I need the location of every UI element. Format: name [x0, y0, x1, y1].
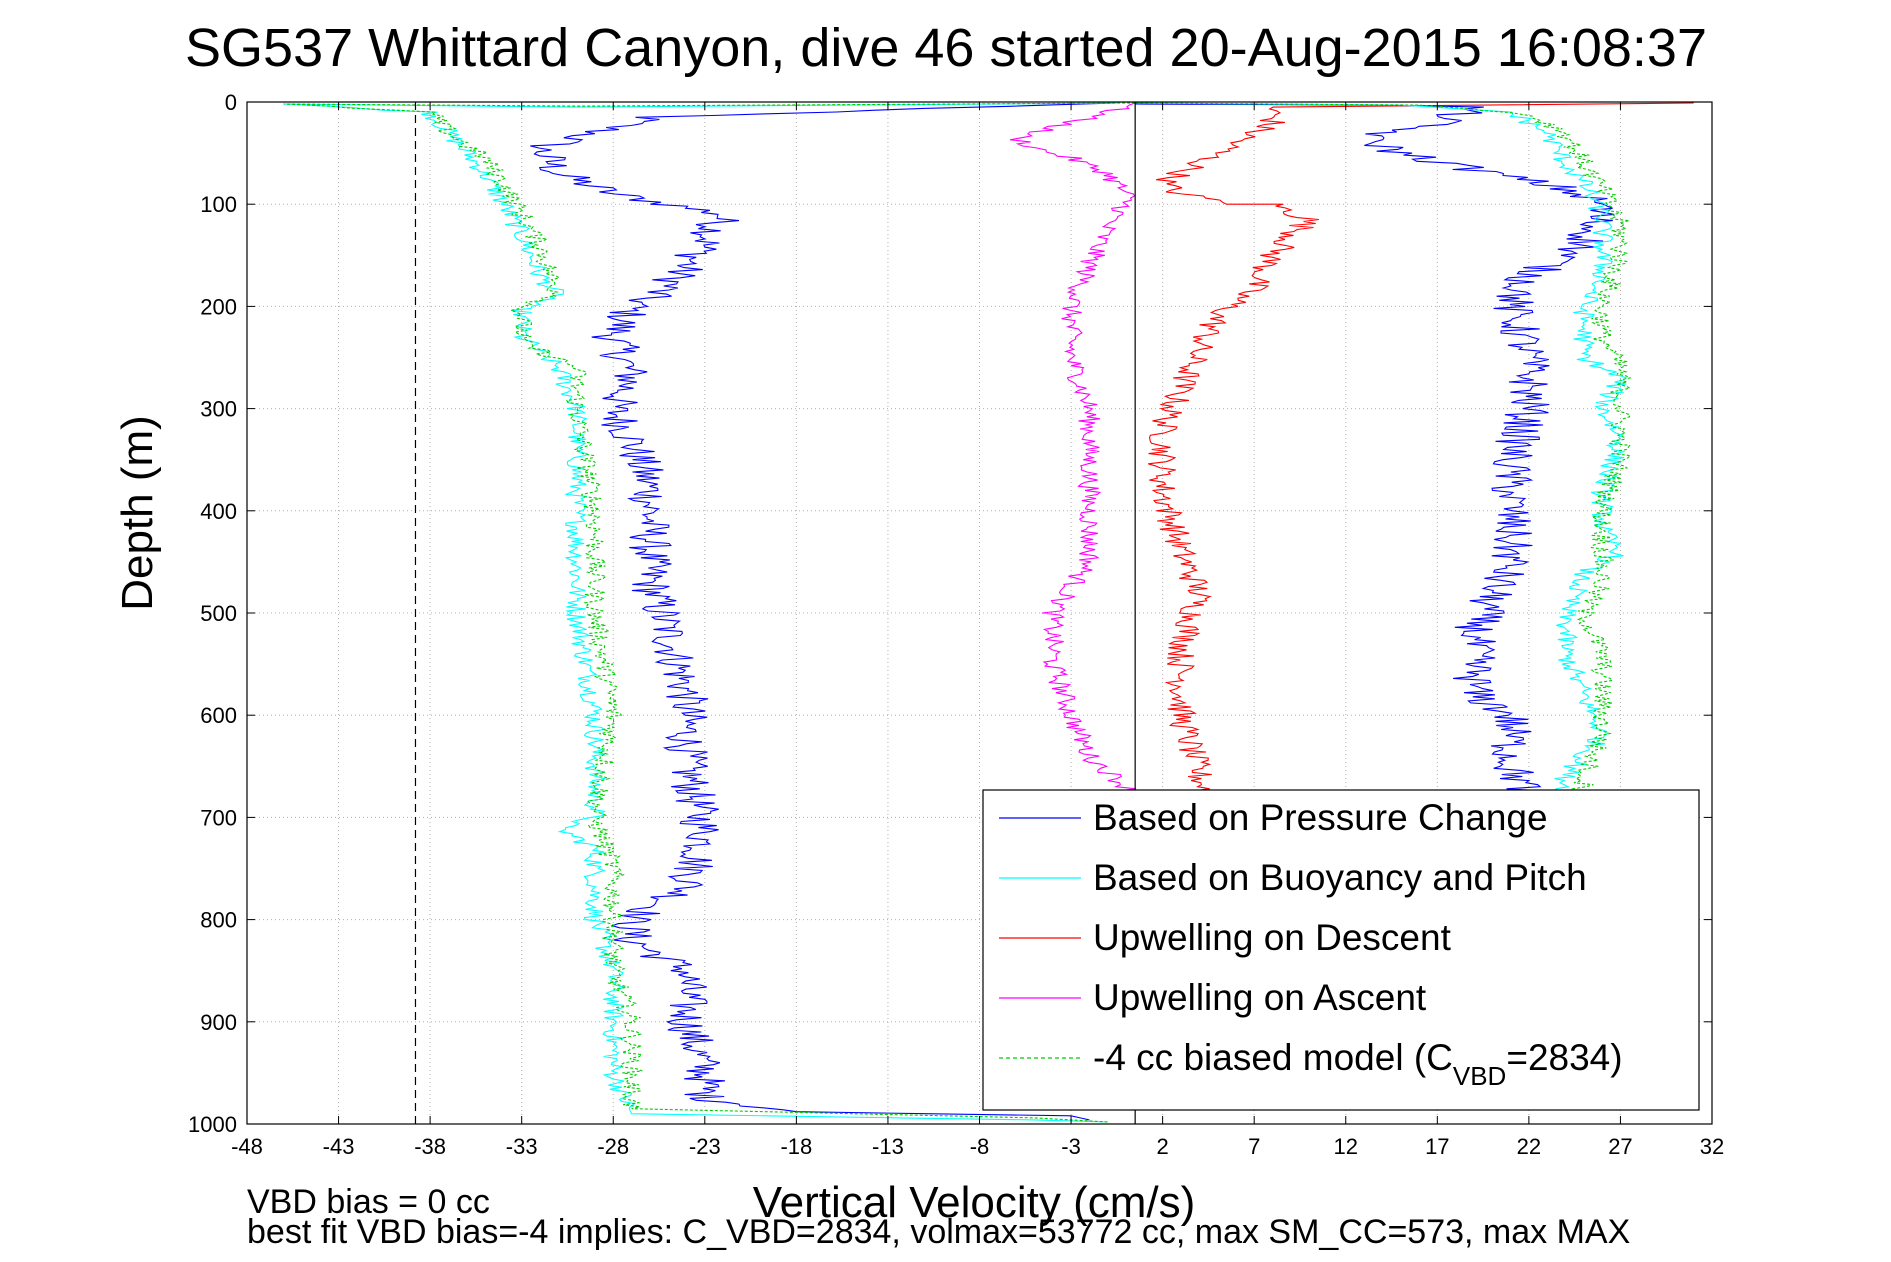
series-line-4	[283, 102, 1136, 1123]
x-tick-label: -8	[970, 1134, 990, 1159]
legend-label-main: -4 cc biased model (C	[1093, 1037, 1453, 1078]
x-tick-label: 27	[1608, 1134, 1632, 1159]
series-line-3	[1010, 102, 1152, 808]
y-tick-label: 800	[200, 908, 237, 933]
x-tick-label: -18	[780, 1134, 812, 1159]
x-tick-label: 17	[1425, 1134, 1449, 1159]
footnote-bestfit: best fit VBD bias=-4 implies: C_VBD=2834…	[247, 1213, 1630, 1251]
y-tick-label: 0	[225, 90, 237, 115]
axis-ticks: -48 -43 -38 -33 -28 -23 -18 -13 -8 -3 2 7 12 17 22 27 32…	[188, 90, 1724, 1159]
legend-label: Based on Pressure Change	[1093, 797, 1548, 838]
series-line-1	[283, 102, 1117, 1123]
x-tick-label: 12	[1334, 1134, 1358, 1159]
legend-label-end: =2834)	[1506, 1037, 1622, 1078]
legend: Based on Pressure Change Based on Buoyanc…	[982, 789, 1700, 1111]
x-tick-label: -33	[506, 1134, 538, 1159]
series-line-7	[1135, 102, 1632, 798]
y-tick-label: 400	[200, 499, 237, 524]
series-line-2	[1148, 102, 1694, 818]
x-tick-label: -13	[872, 1134, 904, 1159]
y-tick-label: 300	[200, 397, 237, 422]
x-tick-label: 32	[1700, 1134, 1724, 1159]
series-line-0	[530, 102, 1117, 1121]
legend-label: Upwelling on Descent	[1093, 917, 1452, 958]
footnote-bias: VBD bias = 0 cc	[247, 1183, 490, 1221]
x-tick-label: -28	[597, 1134, 629, 1159]
x-tick-label: -48	[231, 1134, 263, 1159]
chart-title: SG537 Whittard Canyon, dive 46 started 2…	[185, 18, 1707, 78]
legend-label: -4 cc biased model (CVBD=2834)	[1093, 1037, 1623, 1091]
x-tick-label: -43	[323, 1134, 355, 1159]
y-tick-label: 500	[200, 601, 237, 626]
x-tick-label: -23	[689, 1134, 721, 1159]
x-tick-label: 7	[1248, 1134, 1260, 1159]
x-tick-label: 22	[1517, 1134, 1541, 1159]
series-line-6	[1135, 102, 1628, 798]
y-tick-label: 600	[200, 703, 237, 728]
x-tick-label: -38	[414, 1134, 446, 1159]
y-tick-label: 1000	[188, 1112, 237, 1137]
x-axis-label: Vertical Velocity (cm/s)	[753, 1178, 1196, 1227]
data-series	[283, 102, 1694, 1123]
x-tick-label: 2	[1157, 1134, 1169, 1159]
y-tick-label: 100	[200, 192, 237, 217]
y-tick-label: 200	[200, 294, 237, 319]
series-line-5	[1135, 103, 1615, 798]
legend-box	[982, 789, 1700, 1111]
y-tick-label: 700	[200, 805, 237, 830]
legend-label-sub: VBD	[1453, 1061, 1506, 1091]
x-tick-label: -3	[1061, 1134, 1081, 1159]
legend-label: Upwelling on Ascent	[1093, 977, 1427, 1018]
y-axis-label: Depth (m)	[113, 415, 162, 611]
y-tick-label: 900	[200, 1010, 237, 1035]
legend-label: Based on Buoyancy and Pitch	[1093, 857, 1587, 898]
